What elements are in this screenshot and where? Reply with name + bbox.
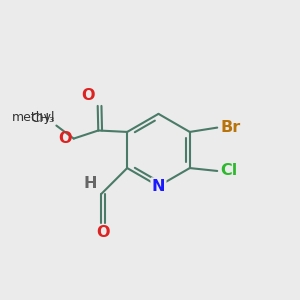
Text: Cl: Cl: [221, 164, 238, 178]
Text: Br: Br: [221, 120, 241, 135]
Text: H: H: [83, 176, 97, 190]
Text: N: N: [152, 178, 165, 194]
Text: O: O: [58, 130, 71, 146]
Text: O: O: [81, 88, 95, 103]
Text: CH₃: CH₃: [31, 112, 55, 125]
Text: methyl: methyl: [11, 111, 55, 124]
Text: O: O: [96, 225, 110, 240]
